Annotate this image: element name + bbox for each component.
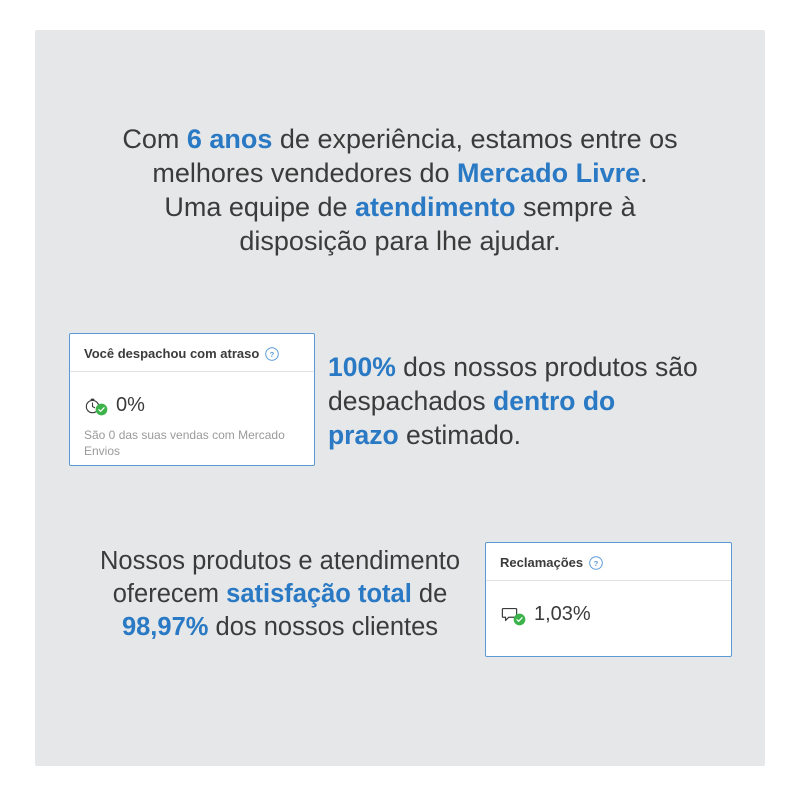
svg-text:?: ? xyxy=(270,350,275,359)
svg-text:?: ? xyxy=(594,559,599,568)
